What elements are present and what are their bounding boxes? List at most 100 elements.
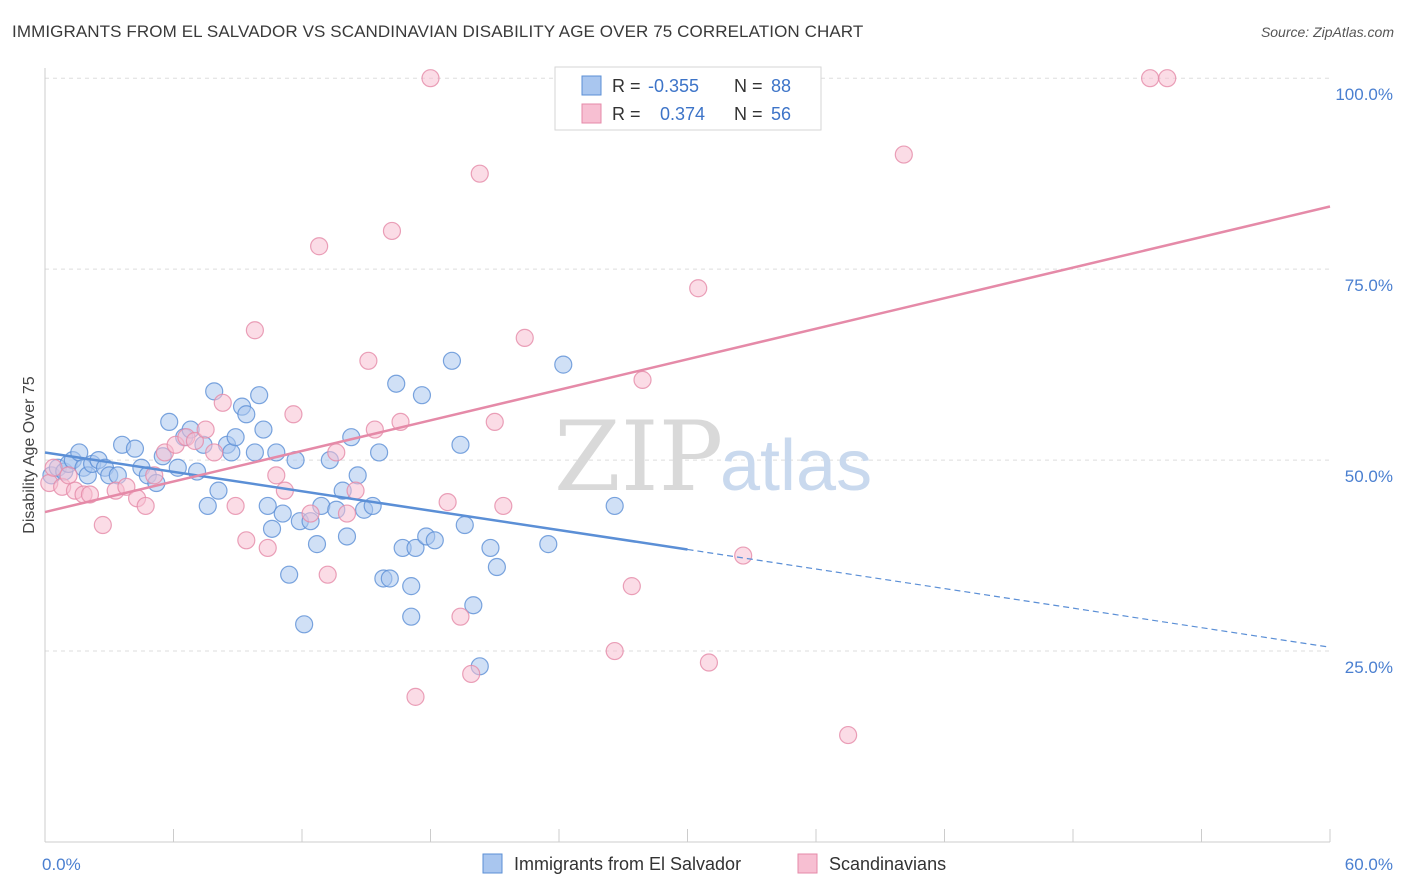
scatter-point — [451, 435, 470, 454]
scatter-point — [387, 374, 406, 393]
scatter-point — [136, 496, 155, 516]
scatter-point — [348, 466, 367, 485]
scatter-point — [258, 538, 277, 558]
legend-r-label-scandinavians: R = — [612, 104, 641, 124]
bottom-legend-label-el-salvador: Immigrants from El Salvador — [514, 854, 741, 874]
scatter-point — [93, 515, 112, 535]
scatter-point — [515, 328, 534, 347]
x-tick-label-start: 0.0% — [42, 855, 81, 874]
scatter-point — [295, 615, 314, 634]
y-tick-label: 50.0% — [1345, 467, 1393, 486]
legend-r-label-el-salvador: R = — [612, 76, 641, 96]
scatter-point — [554, 355, 573, 374]
scatter-point — [470, 164, 489, 183]
scatter-point — [406, 538, 425, 558]
correlation-legend: R = -0.355 N = 88 R = 0.374 N = 56 — [554, 66, 822, 131]
scatter-point — [633, 370, 652, 389]
scatter-point — [421, 69, 440, 88]
scatter-point — [205, 443, 224, 462]
watermark: ZIP atlas — [554, 401, 872, 513]
scatter-point — [245, 321, 264, 340]
scatter-point — [198, 496, 217, 516]
scatter-point — [284, 405, 303, 424]
scatter-point — [1158, 69, 1177, 88]
scatter-point — [412, 386, 432, 405]
trend-line-scandinavians — [44, 205, 1331, 514]
scatter-point — [185, 431, 205, 451]
scatter-point — [699, 653, 719, 672]
scatter-point — [267, 466, 286, 485]
scatter-point — [494, 496, 513, 516]
legend-n-label-el-salvador: N = — [734, 76, 763, 96]
scatter-point — [209, 481, 228, 500]
scatter-point — [402, 577, 421, 596]
scatter-point — [370, 443, 389, 462]
scatter-point — [425, 531, 444, 550]
scatter-point — [734, 546, 753, 565]
scatter-point — [44, 458, 63, 477]
scatter-point — [226, 496, 245, 516]
scatter-point — [539, 535, 558, 554]
legend-r-value-scandinavians: 0.374 — [660, 104, 705, 124]
scatter-point — [301, 504, 320, 523]
chart-title: IMMIGRANTS FROM EL SALVADOR VS SCANDINAV… — [12, 22, 864, 41]
scatter-point — [451, 607, 470, 626]
scatter-point — [254, 420, 273, 439]
grid-lines — [45, 77, 1330, 652]
legend-r-value-el-salvador: -0.355 — [648, 76, 699, 96]
scatter-point — [307, 535, 327, 554]
bottom-legend-swatch-el-salvador — [482, 853, 503, 874]
series-el-salvador — [42, 351, 624, 676]
scatter-point — [237, 531, 256, 550]
scatter-point — [359, 351, 378, 370]
scatter-point — [245, 443, 264, 462]
trend-lines — [44, 205, 1331, 648]
y-tick-label: 100.0% — [1335, 85, 1393, 104]
scatter-point — [346, 481, 365, 500]
x-tick-label-end: 60.0% — [1345, 855, 1393, 874]
scatter-point — [262, 519, 282, 538]
scatter-point — [318, 565, 337, 584]
scatter-point — [382, 221, 402, 241]
scatter-point — [273, 504, 292, 523]
legend-swatch-el-salvador — [581, 75, 602, 96]
scatter-point — [464, 596, 483, 615]
scatter-point — [145, 466, 164, 485]
trend-line-el-salvador — [44, 451, 688, 551]
legend-swatch-scandinavians — [581, 103, 602, 124]
axes: 25.0% 50.0% 75.0% 100.0% 0.0% 60.0% — [42, 68, 1393, 874]
scatter-point — [481, 538, 500, 558]
scatter-point — [160, 412, 179, 432]
watermark-atlas: atlas — [720, 426, 872, 506]
y-axis-label: Disability Age Over 75 — [21, 376, 38, 534]
scatter-point — [894, 145, 913, 164]
scatter-point — [438, 493, 457, 512]
scatter-point — [380, 569, 399, 588]
scatter-point — [605, 496, 624, 516]
scatter-point — [213, 393, 232, 412]
y-tick-label: 25.0% — [1345, 658, 1393, 677]
y-tick-label: 75.0% — [1345, 276, 1393, 295]
bottom-legend-label-scandinavians: Scandinavians — [829, 854, 946, 874]
scatter-point — [258, 496, 277, 516]
scatter-points — [40, 69, 1177, 745]
legend-n-label-scandinavians: N = — [734, 104, 763, 124]
scatter-point — [839, 725, 858, 745]
scatter-point — [250, 386, 269, 405]
scatter-point — [462, 664, 481, 684]
source-label: Source: ZipAtlas.com — [1260, 24, 1394, 40]
scatter-point — [442, 351, 462, 370]
series-legend: Immigrants from El Salvador Scandinavian… — [482, 853, 946, 874]
scatter-point — [125, 439, 145, 458]
bottom-legend-swatch-scandinavians — [797, 853, 818, 874]
scatter-point — [487, 557, 506, 577]
scatter-point — [402, 607, 421, 626]
scatter-point — [406, 687, 425, 706]
trend-line-extension — [687, 548, 1331, 648]
watermark-zip: ZIP — [554, 401, 723, 513]
scatter-point — [455, 515, 474, 535]
scatter-point — [310, 237, 329, 256]
scatter-point — [196, 420, 215, 439]
scatter-point — [605, 641, 624, 661]
